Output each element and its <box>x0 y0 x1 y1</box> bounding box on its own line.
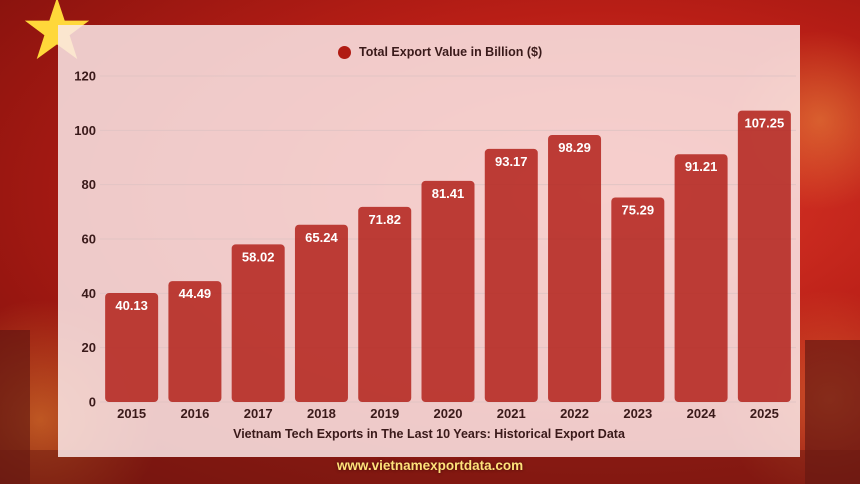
x-tick-label: 2018 <box>307 406 336 421</box>
y-tick-label: 80 <box>82 177 96 192</box>
y-tick-label: 40 <box>82 286 96 301</box>
y-tick-label: 0 <box>89 395 96 410</box>
x-tick-label: 2016 <box>180 406 209 421</box>
x-tick-label: 2025 <box>750 406 779 421</box>
bar-value-label: 91.21 <box>685 159 718 174</box>
x-tick-label: 2015 <box>117 406 146 421</box>
bar-value-label: 40.13 <box>115 298 148 313</box>
bar <box>737 110 791 402</box>
website-url[interactable]: www.vietnamexportdata.com <box>336 458 524 473</box>
bar <box>105 292 159 402</box>
x-tick-label: 2021 <box>497 406 526 421</box>
bar <box>421 180 475 402</box>
y-tick-label: 60 <box>82 232 96 247</box>
bar <box>358 206 412 402</box>
bar <box>674 154 728 402</box>
legend-swatch <box>338 45 351 59</box>
y-tick-label: 100 <box>74 123 96 138</box>
bar <box>484 148 538 402</box>
bar-value-label: 71.82 <box>368 212 401 227</box>
x-tick-label: 2019 <box>370 406 399 421</box>
x-tick-label: 2020 <box>434 406 463 421</box>
chart-legend: Total Export Value in Billion ($) <box>338 43 542 61</box>
bar-value-label: 93.17 <box>495 154 528 169</box>
x-axis-title: Vietnam Tech Exports in The Last 10 Year… <box>233 427 625 441</box>
bar <box>168 281 222 402</box>
bar <box>611 197 665 402</box>
bar-value-label: 81.41 <box>432 186 465 201</box>
bar-value-label: 75.29 <box>622 202 655 217</box>
bar-value-label: 58.02 <box>242 249 275 264</box>
x-tick-label: 2017 <box>244 406 273 421</box>
x-tick-label: 2022 <box>560 406 589 421</box>
bar <box>548 134 602 403</box>
y-tick-label: 120 <box>74 69 96 84</box>
y-tick-label: 20 <box>82 340 96 355</box>
bar <box>294 224 348 402</box>
bar-value-label: 65.24 <box>305 230 338 245</box>
x-tick-label: 2023 <box>623 406 652 421</box>
flag-star-icon <box>24 0 90 60</box>
bar <box>231 244 285 402</box>
x-tick-label: 2024 <box>687 406 717 421</box>
bar-value-label: 44.49 <box>179 286 212 301</box>
legend-label: Total Export Value in Billion ($) <box>359 45 543 59</box>
bar-value-label: 98.29 <box>558 140 591 155</box>
bar-value-label: 107.25 <box>744 116 784 131</box>
